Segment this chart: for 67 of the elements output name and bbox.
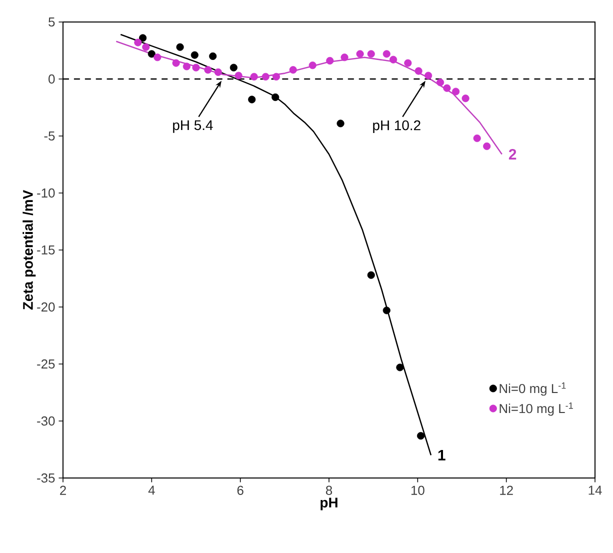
series-label: 1 — [438, 450, 446, 460]
point — [424, 72, 432, 80]
point — [192, 64, 200, 72]
point — [452, 88, 460, 96]
annotation: pH 10.2 — [373, 120, 420, 134]
point — [367, 50, 375, 58]
series-label: 2 — [508, 149, 516, 160]
line-series — [116, 40, 503, 155]
y-tick-label: -15 — [37, 245, 55, 255]
y-tick-label: 0 — [48, 74, 55, 84]
point — [250, 72, 258, 80]
point — [404, 59, 412, 67]
point — [139, 34, 147, 42]
y-tick-label: 5 — [48, 17, 55, 27]
y-axis-title: Zeta potential /mV — [22, 190, 36, 310]
x-tick-label: 12 — [500, 486, 513, 495]
point — [483, 142, 491, 150]
point — [148, 50, 156, 58]
point — [340, 54, 348, 62]
point — [214, 68, 222, 76]
point — [382, 306, 390, 314]
point — [182, 62, 190, 70]
y-tick-label: -25 — [37, 359, 55, 369]
point — [176, 43, 184, 51]
point — [262, 72, 270, 80]
point — [248, 96, 256, 104]
point — [190, 51, 198, 59]
point — [234, 72, 242, 80]
y-tick-label: -35 — [37, 473, 55, 483]
point — [308, 62, 316, 70]
point — [172, 59, 180, 67]
x-tick-label: 6 — [237, 486, 244, 495]
point — [142, 43, 150, 51]
point — [436, 78, 444, 86]
y-tick-label: -10 — [37, 188, 55, 198]
annotation: pH 5.4 — [173, 120, 213, 133]
x-tick-label: 14 — [588, 486, 602, 495]
point — [204, 66, 212, 74]
legend-label: Ni=10 mg L$^{-1}$ — [500, 402, 573, 416]
point — [272, 72, 280, 80]
x-tick-label: 2 — [60, 486, 66, 495]
x-axis-title: pH — [320, 498, 338, 510]
y-tick-label: -20 — [37, 302, 55, 312]
point — [326, 56, 334, 65]
x-tick-label: 4 — [148, 486, 155, 495]
point — [230, 64, 238, 72]
point — [154, 54, 162, 62]
point — [390, 56, 398, 64]
x-tick-label: 10 — [411, 486, 424, 495]
point — [209, 52, 217, 60]
point — [289, 66, 297, 74]
point — [356, 50, 364, 58]
point — [272, 93, 280, 102]
point — [416, 432, 425, 440]
y-tick-label: -5 — [44, 131, 55, 141]
point — [443, 84, 451, 92]
point — [367, 271, 375, 279]
point — [473, 134, 481, 142]
legend-label: Ni=0 mg L$^{-1}$ — [500, 382, 566, 396]
x-tick-label: 8 — [326, 486, 332, 495]
point — [382, 50, 390, 58]
point — [462, 94, 470, 102]
point — [414, 67, 422, 75]
y-tick-label: -30 — [37, 416, 55, 426]
point — [134, 38, 142, 46]
point — [336, 120, 344, 128]
point — [396, 364, 404, 372]
